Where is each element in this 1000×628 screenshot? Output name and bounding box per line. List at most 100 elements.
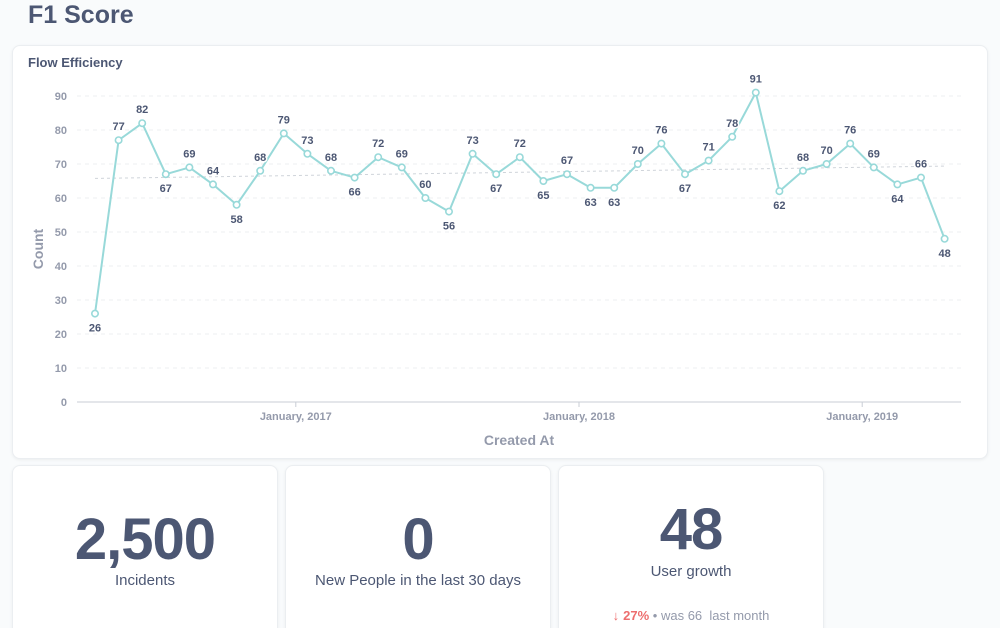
- data-label: 67: [561, 155, 573, 167]
- data-point: [185, 163, 194, 172]
- y-tick-label: 70: [55, 159, 67, 171]
- kpi-card-incidents: 2,500 Incidents: [12, 465, 278, 628]
- data-point: [279, 129, 288, 138]
- data-label: 77: [112, 121, 124, 133]
- kpi-value: 48: [659, 497, 724, 562]
- data-point: [91, 309, 100, 318]
- line-chart: 0 10 20 30 40 50 60 70 80 90 January, 2017 January,…: [30, 72, 961, 448]
- kpi-label: New People in the last 30 days: [315, 572, 521, 589]
- data-point: [822, 160, 831, 169]
- data-label: 69: [868, 148, 880, 160]
- data-label: 79: [278, 114, 290, 126]
- data-point: [728, 132, 737, 141]
- data-point: [114, 136, 123, 145]
- data-label: 64: [891, 193, 904, 205]
- data-label: 69: [396, 148, 408, 160]
- data-point: [492, 170, 501, 179]
- data-label: 68: [325, 152, 337, 164]
- chart-title[interactable]: Flow Efficiency: [28, 55, 123, 70]
- data-label: 78: [726, 118, 738, 130]
- data-label: 60: [419, 179, 431, 191]
- data-label: 91: [750, 74, 762, 86]
- kpi-comparison: ↓ 27% • was 66 last month: [559, 608, 823, 623]
- data-point: [256, 166, 265, 175]
- data-label: 62: [773, 200, 785, 212]
- data-label: 67: [490, 183, 502, 195]
- arrow-down-icon: ↓: [612, 608, 620, 623]
- y-tick-label: 30: [55, 295, 67, 307]
- kpi-previous: was 66 last month: [660, 608, 770, 623]
- kpi-card-new-people: 0 New People in the last 30 days: [285, 465, 551, 628]
- data-point: [421, 194, 430, 203]
- y-tick-label: 90: [55, 91, 67, 103]
- data-label: 76: [655, 125, 667, 137]
- data-point: [161, 170, 170, 179]
- data-label: 73: [466, 135, 478, 147]
- data-label: 72: [372, 138, 384, 150]
- y-tick-label: 40: [55, 261, 67, 273]
- data-point: [374, 153, 383, 162]
- data-label: 48: [938, 248, 950, 260]
- data-label: 68: [797, 152, 809, 164]
- data-point: [610, 183, 619, 192]
- data-label: 68: [254, 152, 266, 164]
- separator-dot: •: [652, 608, 658, 623]
- data-point: [704, 156, 713, 165]
- data-point: [350, 173, 359, 182]
- data-label: 67: [679, 183, 691, 195]
- kpi-card-user-growth: 48 User growth ↓ 27% • was 66 last month: [558, 465, 824, 628]
- data-point: [326, 166, 335, 175]
- data-point: [515, 153, 524, 162]
- data-point: [633, 160, 642, 169]
- y-tick-label: 20: [55, 329, 67, 341]
- data-point: [232, 200, 241, 209]
- data-point: [680, 170, 689, 179]
- kpi-label: Incidents: [114, 572, 176, 589]
- x-tick-label: January, 2019: [826, 411, 898, 423]
- data-point: [751, 88, 760, 97]
- y-tick-label: 50: [55, 227, 67, 239]
- data-point: [138, 119, 147, 128]
- data-label: 26: [89, 323, 101, 335]
- data-point: [468, 149, 477, 158]
- data-point: [303, 149, 312, 158]
- data-label: 64: [207, 165, 220, 177]
- y-tick-label: 0: [61, 397, 67, 409]
- x-tick-label: January, 2017: [260, 411, 332, 423]
- y-tick-label: 10: [55, 363, 67, 375]
- data-label: 82: [136, 104, 148, 116]
- data-point: [444, 207, 453, 216]
- data-label: 67: [160, 183, 172, 195]
- x-tick-label: January, 2018: [543, 411, 615, 423]
- data-point: [657, 139, 666, 148]
- data-point: [846, 139, 855, 148]
- data-point: [586, 183, 595, 192]
- data-label: 63: [584, 197, 596, 209]
- x-axis-title: Created At: [484, 432, 555, 448]
- data-point: [562, 170, 571, 179]
- data-label: 73: [301, 135, 313, 147]
- data-label: 65: [537, 190, 549, 202]
- kpi-value: 2,500: [74, 507, 216, 572]
- data-point: [916, 173, 925, 182]
- data-point: [397, 163, 406, 172]
- data-label: 69: [183, 148, 195, 160]
- data-point: [893, 180, 902, 189]
- trend-line: [94, 165, 945, 179]
- series-line: [94, 91, 946, 314]
- chart-card: Flow Efficiency 0 10 20 30 40 50 60 70 80 90 Janua…: [12, 45, 988, 459]
- data-label: 72: [514, 138, 526, 150]
- data-label: 70: [820, 145, 832, 157]
- data-point: [539, 177, 548, 186]
- data-point: [798, 166, 807, 175]
- kpi-value: 0: [402, 507, 434, 572]
- data-label: 70: [632, 145, 644, 157]
- data-label: 76: [844, 125, 856, 137]
- data-point: [869, 163, 878, 172]
- y-tick-label: 60: [55, 193, 67, 205]
- y-tick-label: 80: [55, 125, 67, 137]
- data-label: 66: [348, 187, 360, 199]
- y-axis-title: Count: [30, 228, 46, 269]
- data-point: [209, 180, 218, 189]
- page-title: F1 Score: [28, 1, 134, 29]
